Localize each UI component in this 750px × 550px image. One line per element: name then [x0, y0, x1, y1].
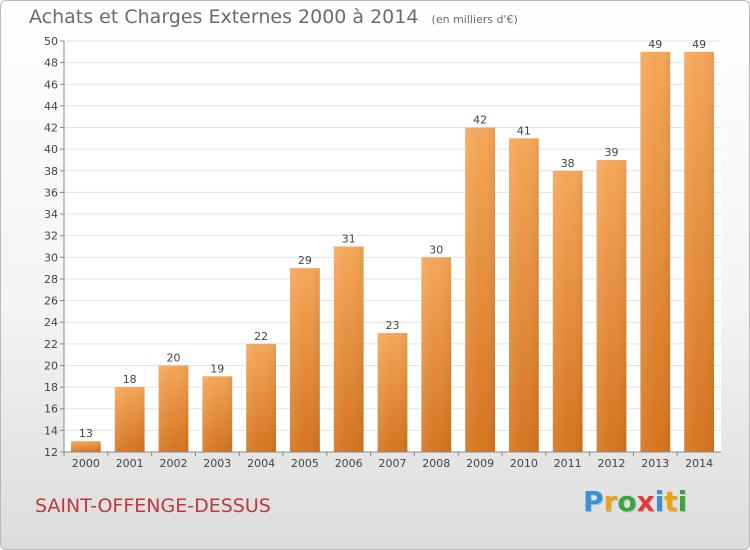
y-tick-label: 14: [44, 424, 58, 437]
y-tick-label: 38: [44, 165, 58, 178]
x-tick-label: 2014: [685, 457, 713, 470]
bar-value-label: 49: [692, 38, 706, 51]
y-tick-label: 16: [44, 403, 58, 416]
bar-value-label: 31: [342, 233, 356, 246]
y-tick-label: 12: [44, 446, 58, 459]
bar-value-label: 13: [79, 427, 93, 440]
logo-letter: i: [677, 485, 688, 518]
y-tick-label: 20: [44, 359, 58, 372]
y-tick-label: 18: [44, 381, 58, 394]
bar-shine: [552, 170, 583, 452]
y-tick-label: 26: [44, 295, 58, 308]
y-tick-label: 32: [44, 230, 58, 243]
y-tick-label: 28: [44, 273, 58, 286]
bar-value-label: 49: [648, 38, 662, 51]
y-tick-label: 46: [44, 78, 58, 91]
logo-letter: r: [603, 485, 618, 518]
x-tick-label: 2007: [379, 457, 407, 470]
bar-value-label: 42: [473, 114, 487, 127]
logo-letter: i: [654, 485, 665, 518]
bar-shine: [377, 333, 408, 452]
bar-shine: [202, 376, 233, 452]
x-tick-label: 2006: [335, 457, 363, 470]
logo-letter: o: [617, 485, 637, 518]
y-tick-label: 50: [44, 35, 58, 48]
x-axis-ticks: 2000 2001 2002 2003 2004 2005 2006 2007 2008 2009…: [63, 452, 713, 470]
logo-letter: P: [583, 485, 604, 518]
x-tick-label: 2002: [160, 457, 188, 470]
bar-shine: [465, 127, 495, 453]
bar-shine: [158, 365, 189, 452]
x-tick-label: 2001: [116, 457, 144, 470]
x-tick-label: 2000: [72, 457, 100, 470]
y-tick-label: 40: [44, 143, 58, 156]
bar-shine: [114, 387, 145, 452]
y-axis-ticks: 12 14 16 18 20 22 24 26 28 30 32 34 36 38 40 42 44 46 48 50: [44, 35, 64, 459]
bar-shine: [421, 257, 452, 452]
bar-shine: [509, 138, 539, 452]
chart-title: Achats et Charges Externes 2000 à 2014: [29, 6, 419, 28]
bar-value-label: 18: [123, 373, 137, 386]
bars: 13 18 20 19 22 29 31 23 30 42 41 38 39 49 49: [71, 38, 714, 453]
x-tick-label: 2012: [598, 457, 626, 470]
x-tick-label: 2004: [247, 457, 275, 470]
x-tick-label: 2013: [641, 457, 669, 470]
logo-letter: t: [664, 485, 678, 518]
bar-shine: [596, 159, 627, 452]
y-tick-label: 36: [44, 186, 58, 199]
proxiti-logo: Proxiti: [583, 485, 687, 518]
y-tick-label: 24: [44, 316, 58, 329]
bar-value-label: 20: [167, 351, 181, 364]
x-tick-label: 2005: [291, 457, 319, 470]
bar-shine: [246, 343, 276, 452]
y-tick-label: 34: [44, 208, 58, 221]
bar-value-label: 22: [254, 330, 268, 343]
bar-shine: [290, 268, 320, 452]
chart-subtitle: (en milliers d'€): [431, 13, 518, 26]
commune-name: SAINT-OFFENGE-DESSUS: [35, 495, 271, 517]
bar-value-label: 41: [517, 124, 531, 137]
bar-value-label: 39: [605, 146, 619, 159]
x-tick-label: 2009: [466, 457, 494, 470]
x-tick-label: 2008: [422, 457, 450, 470]
title-row: Achats et Charges Externes 2000 à 2014 (…: [29, 6, 518, 28]
bar-value-label: 23: [386, 319, 400, 332]
y-tick-label: 22: [44, 338, 58, 351]
bar-shine: [333, 246, 364, 452]
y-tick-label: 30: [44, 251, 58, 264]
bar-value-label: 29: [298, 254, 312, 267]
y-tick-label: 48: [44, 57, 58, 70]
bar-value-label: 30: [429, 243, 443, 256]
y-tick-label: 44: [44, 100, 58, 113]
bar-value-label: 19: [210, 362, 224, 375]
y-tick-label: 42: [44, 122, 58, 135]
x-tick-label: 2003: [203, 457, 231, 470]
x-tick-label: 2011: [554, 457, 582, 470]
bar-shine: [71, 441, 101, 452]
x-tick-label: 2010: [510, 457, 538, 470]
bar-value-label: 38: [561, 157, 575, 170]
bar-shine: [640, 51, 671, 452]
bar-shine: [684, 51, 714, 452]
logo-letter: x: [636, 485, 655, 518]
